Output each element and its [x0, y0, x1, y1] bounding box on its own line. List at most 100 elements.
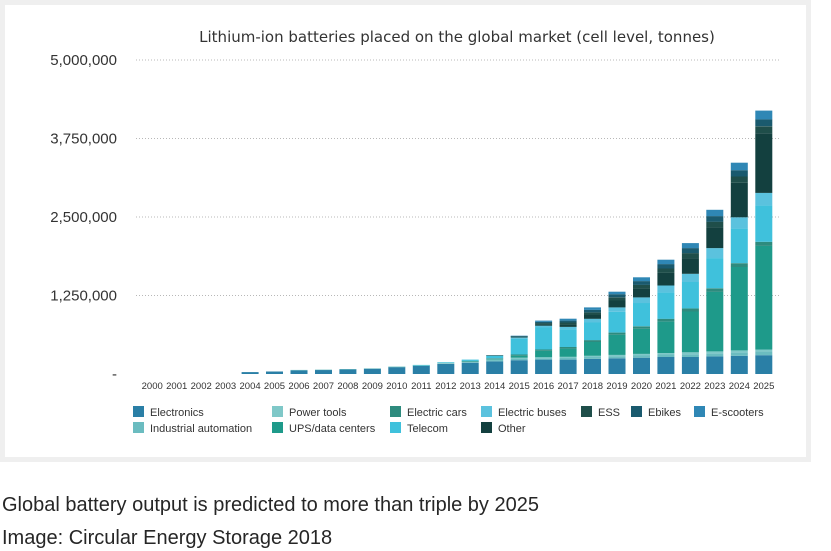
- bar-segment: [633, 297, 650, 304]
- x-tick-label: 2001: [166, 381, 187, 392]
- bar-segment: [608, 291, 626, 295]
- bar-segment: [608, 332, 626, 335]
- bar-segment: [633, 281, 650, 285]
- x-tick-label: 2024: [729, 381, 750, 392]
- bar-segment: [706, 353, 724, 357]
- y-tick-label: 2,500,000: [50, 209, 117, 226]
- bar-segment: [608, 334, 626, 355]
- y-tick-label: 1,250,000: [50, 288, 117, 305]
- bar-segment: [535, 324, 553, 326]
- bar-segment: [412, 364, 430, 366]
- bar-segment: [608, 294, 626, 298]
- bar-segment: [755, 245, 773, 350]
- y-tick-label: -: [112, 366, 117, 383]
- bar-segment: [706, 291, 724, 352]
- bar-segment: [633, 284, 650, 289]
- bar-segment: [559, 356, 577, 358]
- x-tick-label: 2007: [313, 381, 334, 392]
- bar-segment: [657, 318, 675, 322]
- x-tick-label: 2006: [288, 381, 309, 392]
- bar-segment: [633, 303, 650, 327]
- bar-segment: [363, 368, 381, 369]
- bar-segment: [633, 357, 650, 374]
- bar-segment: [681, 253, 699, 259]
- bar-segment: [486, 359, 504, 361]
- bar-segment: [584, 342, 601, 356]
- bar-segment: [706, 258, 724, 289]
- bar-segment: [608, 358, 626, 374]
- bar-segment: [681, 311, 699, 353]
- bar-segment: [706, 288, 724, 292]
- bar-segment: [706, 227, 724, 249]
- bar-segment: [584, 355, 601, 358]
- legend-swatch: [694, 406, 705, 417]
- bar-segment: [510, 336, 528, 337]
- bars-layer: [241, 110, 773, 374]
- bar-segment: [755, 126, 773, 134]
- bar-segment: [535, 357, 553, 359]
- bar-segment: [486, 360, 504, 362]
- bar-segment: [633, 355, 650, 358]
- bar-segment: [681, 248, 699, 254]
- legend: Electronics Power tools Electric cars Elect…: [133, 406, 764, 435]
- bar-segment: [755, 349, 773, 352]
- bar-segment: [535, 349, 553, 351]
- bar-segment: [755, 133, 773, 193]
- bar-segment: [608, 300, 626, 308]
- bar-segment: [681, 282, 699, 309]
- legend-swatch: [631, 406, 642, 417]
- bar-segment: [535, 359, 553, 374]
- legend-label: Other: [498, 423, 526, 435]
- bar-segment: [437, 364, 455, 374]
- legend-label: Ebikes: [648, 407, 682, 419]
- bar-segment: [412, 365, 430, 366]
- bar-segment: [755, 205, 773, 242]
- legend-label: Power tools: [289, 407, 347, 419]
- bar-segment: [584, 322, 601, 341]
- bar-segment: [510, 358, 528, 361]
- bar-segment: [510, 336, 528, 337]
- x-tick-label: 2022: [680, 381, 701, 392]
- bar-segment: [535, 321, 553, 324]
- bar-segment: [755, 241, 773, 246]
- bar-segment: [730, 263, 748, 267]
- x-tick-label: 2021: [655, 381, 676, 392]
- bar-segment: [559, 358, 577, 360]
- x-tick-label: 2013: [460, 381, 481, 392]
- bar-segment: [657, 268, 675, 273]
- bar-segment: [535, 358, 553, 360]
- bar-segment: [461, 362, 479, 374]
- x-tick-label: 2009: [362, 381, 383, 392]
- bar-segment: [388, 366, 406, 367]
- bar-segment: [315, 369, 332, 374]
- bar-segment: [535, 320, 553, 322]
- bar-segment: [486, 355, 504, 359]
- bar-segment: [388, 366, 406, 368]
- bar-segment: [510, 338, 528, 355]
- bar-segment: [657, 259, 675, 265]
- bar-segment: [461, 361, 479, 362]
- legend-swatch: [133, 406, 144, 417]
- chart-panel: Lithium-ion batteries placed on the glob…: [0, 0, 811, 462]
- x-tick-label: 2010: [386, 381, 407, 392]
- bar-segment: [486, 358, 504, 360]
- y-tick-label: 3,750,000: [50, 131, 117, 148]
- bar-segment: [706, 209, 724, 217]
- bar-segment: [633, 277, 650, 282]
- bar-segment: [241, 372, 259, 374]
- grid-layer: [136, 59, 780, 296]
- bar-segment: [730, 350, 748, 353]
- bar-segment: [363, 368, 381, 374]
- bar-segment: [584, 357, 601, 359]
- legend-swatch: [133, 422, 144, 433]
- bar-segment: [730, 217, 748, 229]
- legend-label: Telecom: [407, 423, 448, 435]
- bar-segment: [706, 356, 724, 374]
- bar-segment: [755, 351, 773, 356]
- bar-segment: [657, 353, 675, 355]
- bar-segment: [730, 352, 748, 356]
- bar-segment: [290, 370, 308, 374]
- bar-segment: [535, 350, 553, 358]
- bar-segment: [461, 361, 479, 362]
- bar-segment: [535, 327, 553, 350]
